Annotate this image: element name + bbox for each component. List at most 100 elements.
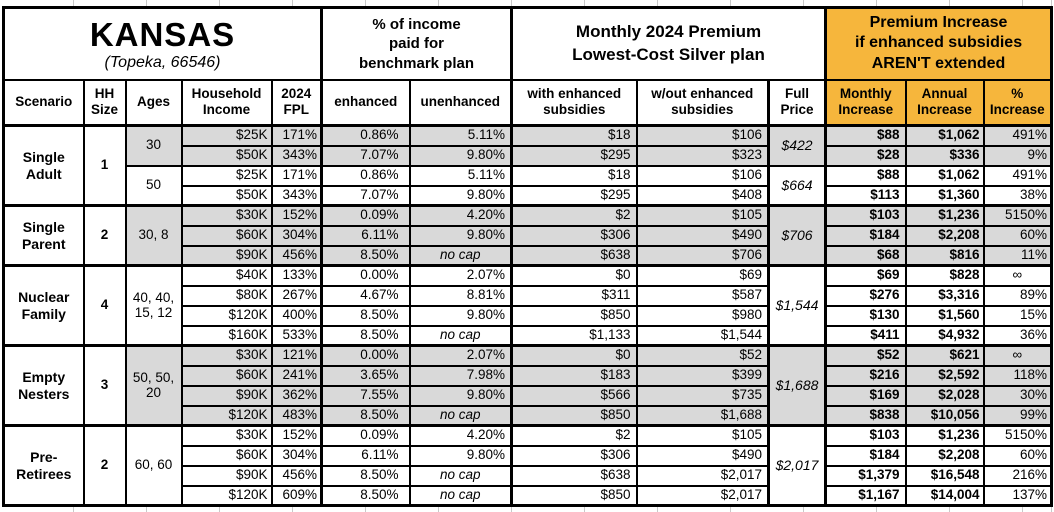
- col-header-ages[interactable]: Ages: [124, 78, 183, 127]
- fpl-cell[interactable]: 343%: [270, 144, 323, 167]
- premium-without-subsidies-cell[interactable]: $69: [635, 264, 770, 287]
- enhanced-pct-cell[interactable]: 6.11%: [320, 444, 411, 467]
- household-income-cell[interactable]: $25K: [180, 164, 273, 187]
- household-income-cell[interactable]: $90K: [180, 244, 273, 267]
- annual-increase-cell[interactable]: $1,236: [904, 204, 985, 227]
- household-income-cell[interactable]: $90K: [180, 384, 273, 407]
- full-price-cell[interactable]: $422: [767, 124, 827, 167]
- unenhanced-pct-cell[interactable]: no cap: [408, 484, 513, 507]
- monthly-increase-cell[interactable]: $184: [824, 444, 907, 467]
- premium-without-subsidies-cell[interactable]: $706: [635, 244, 770, 267]
- fpl-cell[interactable]: 152%: [270, 204, 323, 227]
- unenhanced-pct-cell[interactable]: 2.07%: [408, 344, 513, 367]
- monthly-increase-cell[interactable]: $103: [824, 424, 907, 447]
- premium-without-subsidies-cell[interactable]: $490: [635, 224, 770, 247]
- premium-with-subsidies-cell[interactable]: $295: [510, 184, 638, 207]
- premium-without-subsidies-cell[interactable]: $1,688: [635, 404, 770, 427]
- annual-increase-cell[interactable]: $816: [904, 244, 985, 267]
- household-income-cell[interactable]: $90K: [180, 464, 273, 487]
- annual-increase-cell[interactable]: $1,062: [904, 124, 985, 147]
- household-income-cell[interactable]: $60K: [180, 444, 273, 467]
- ages-cell[interactable]: 30: [124, 124, 183, 167]
- unenhanced-pct-cell[interactable]: no cap: [408, 464, 513, 487]
- household-income-cell[interactable]: $50K: [180, 144, 273, 167]
- enhanced-pct-cell[interactable]: 0.00%: [320, 264, 411, 287]
- annual-increase-cell[interactable]: $10,056: [904, 404, 985, 427]
- ages-cell[interactable]: 60, 60: [124, 424, 183, 507]
- pct-increase-cell[interactable]: 89%: [982, 284, 1053, 307]
- annual-increase-cell[interactable]: $16,548: [904, 464, 985, 487]
- household-income-cell[interactable]: $80K: [180, 284, 273, 307]
- fpl-cell[interactable]: 171%: [270, 124, 323, 147]
- annual-increase-cell[interactable]: $1,236: [904, 424, 985, 447]
- scenario-cell[interactable]: Single Parent: [2, 204, 85, 267]
- unenhanced-pct-cell[interactable]: 2.07%: [408, 264, 513, 287]
- monthly-increase-cell[interactable]: $68: [824, 244, 907, 267]
- unenhanced-pct-cell[interactable]: 5.11%: [408, 124, 513, 147]
- annual-increase-cell[interactable]: $14,004: [904, 484, 985, 507]
- premium-with-subsidies-cell[interactable]: $638: [510, 244, 638, 267]
- premium-with-subsidies-cell[interactable]: $2: [510, 424, 638, 447]
- ages-cell[interactable]: 50: [124, 164, 183, 207]
- unenhanced-pct-cell[interactable]: 4.20%: [408, 424, 513, 447]
- enhanced-pct-cell[interactable]: 0.86%: [320, 164, 411, 187]
- annual-increase-cell[interactable]: $3,316: [904, 284, 985, 307]
- enhanced-pct-cell[interactable]: 7.07%: [320, 184, 411, 207]
- household-income-cell[interactable]: $60K: [180, 364, 273, 387]
- pct-increase-cell[interactable]: 9%: [982, 144, 1053, 167]
- fpl-cell[interactable]: 400%: [270, 304, 323, 327]
- pct-increase-cell[interactable]: 118%: [982, 364, 1053, 387]
- full-price-cell[interactable]: $1,544: [767, 264, 827, 347]
- premium-with-subsidies-cell[interactable]: $0: [510, 344, 638, 367]
- pct-increase-cell[interactable]: ∞: [982, 264, 1053, 287]
- pct-increase-cell[interactable]: 216%: [982, 464, 1053, 487]
- fpl-cell[interactable]: 456%: [270, 464, 323, 487]
- annual-increase-cell[interactable]: $2,028: [904, 384, 985, 407]
- enhanced-pct-cell[interactable]: 8.50%: [320, 244, 411, 267]
- pct-increase-cell[interactable]: 11%: [982, 244, 1053, 267]
- unenhanced-pct-cell[interactable]: no cap: [408, 324, 513, 347]
- enhanced-pct-cell[interactable]: 0.09%: [320, 204, 411, 227]
- scenario-cell[interactable]: Single Adult: [2, 124, 85, 207]
- annual-increase-cell[interactable]: $336: [904, 144, 985, 167]
- monthly-increase-cell[interactable]: $184: [824, 224, 907, 247]
- pct-increase-cell[interactable]: 36%: [982, 324, 1053, 347]
- fpl-cell[interactable]: 456%: [270, 244, 323, 267]
- monthly-increase-cell[interactable]: $1,167: [824, 484, 907, 507]
- annual-increase-cell[interactable]: $621: [904, 344, 985, 367]
- premium-without-subsidies-cell[interactable]: $1,544: [635, 324, 770, 347]
- household-income-cell[interactable]: $120K: [180, 484, 273, 507]
- unenhanced-pct-cell[interactable]: no cap: [408, 404, 513, 427]
- annual-increase-cell[interactable]: $2,208: [904, 224, 985, 247]
- col-header-with-subsidies[interactable]: with enhanced subsidies: [510, 78, 638, 127]
- enhanced-pct-cell[interactable]: 4.67%: [320, 284, 411, 307]
- unenhanced-pct-cell[interactable]: 9.80%: [408, 184, 513, 207]
- hh-size-cell[interactable]: 2: [82, 424, 127, 507]
- enhanced-pct-cell[interactable]: 8.50%: [320, 464, 411, 487]
- fpl-cell[interactable]: 304%: [270, 224, 323, 247]
- monthly-increase-cell[interactable]: $103: [824, 204, 907, 227]
- section-header-income-pct[interactable]: % of income paid for benchmark plan: [319, 6, 513, 81]
- region-title-cell[interactable]: KANSAS (Topeka, 66546): [2, 6, 323, 81]
- pct-increase-cell[interactable]: 38%: [982, 184, 1053, 207]
- household-income-cell[interactable]: $50K: [180, 184, 273, 207]
- col-header-without-subsidies[interactable]: w/out enhanced subsidies: [635, 78, 770, 127]
- full-price-cell[interactable]: $706: [767, 204, 827, 267]
- premium-without-subsidies-cell[interactable]: $587: [635, 284, 770, 307]
- fpl-cell[interactable]: 533%: [270, 324, 323, 347]
- premium-with-subsidies-cell[interactable]: $306: [510, 444, 638, 467]
- section-header-increase[interactable]: Premium Increase if enhanced subsidies A…: [824, 6, 1053, 81]
- unenhanced-pct-cell[interactable]: 9.80%: [408, 224, 513, 247]
- enhanced-pct-cell[interactable]: 8.50%: [320, 484, 411, 507]
- monthly-increase-cell[interactable]: $169: [824, 384, 907, 407]
- premium-with-subsidies-cell[interactable]: $850: [510, 404, 638, 427]
- household-income-cell[interactable]: $30K: [180, 204, 273, 227]
- monthly-increase-cell[interactable]: $88: [824, 164, 907, 187]
- enhanced-pct-cell[interactable]: 0.09%: [320, 424, 411, 447]
- pct-increase-cell[interactable]: 491%: [982, 164, 1053, 187]
- premium-without-subsidies-cell[interactable]: $52: [635, 344, 770, 367]
- enhanced-pct-cell[interactable]: 8.50%: [320, 404, 411, 427]
- ages-cell[interactable]: 40, 40, 15, 12: [124, 264, 183, 347]
- unenhanced-pct-cell[interactable]: 9.80%: [408, 304, 513, 327]
- premium-with-subsidies-cell[interactable]: $2: [510, 204, 638, 227]
